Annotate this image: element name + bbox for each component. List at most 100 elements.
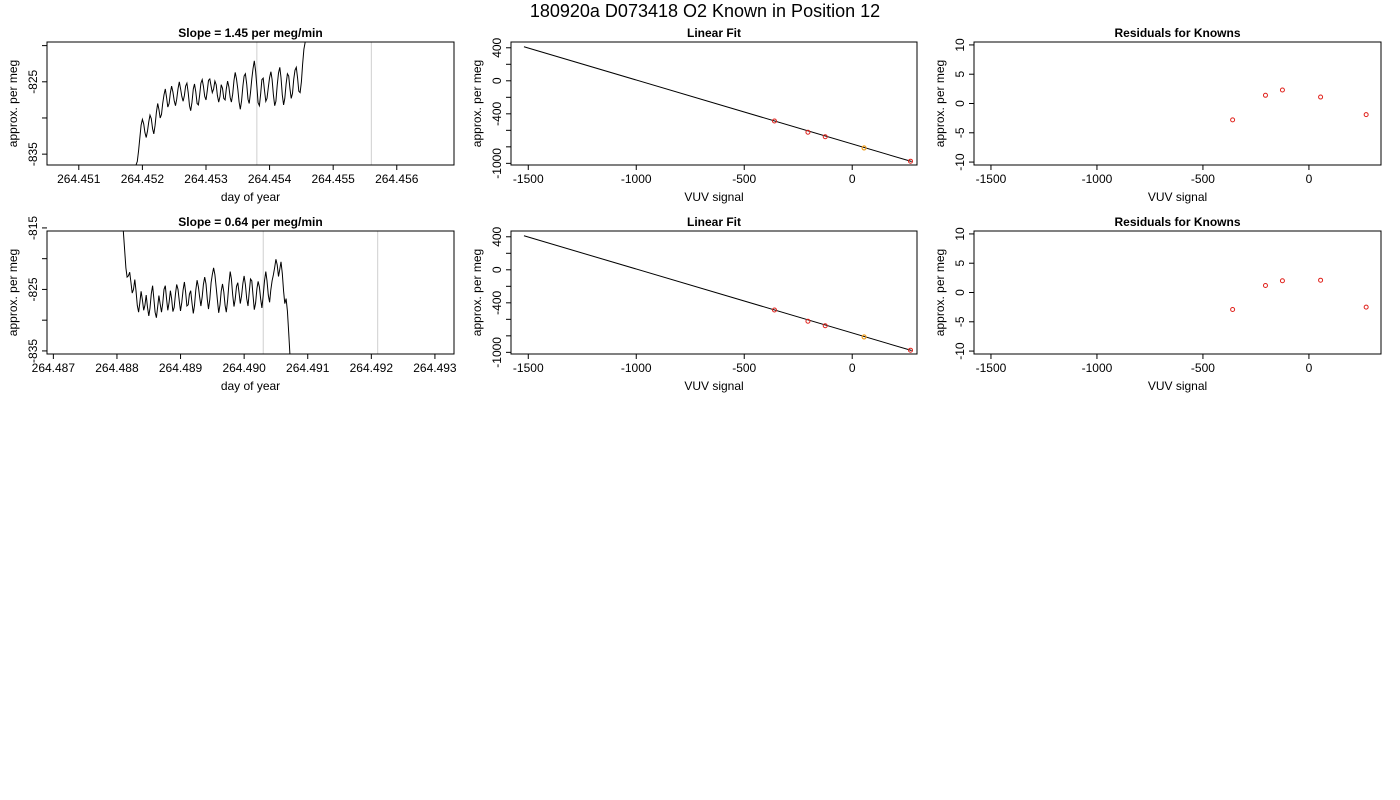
panel-res2: Residuals for Knowns -1500 -1000 -500 0 -10 -5… — [933, 215, 1382, 393]
data-point-red — [1262, 92, 1268, 98]
y-tick-label: -1000 — [490, 148, 504, 179]
data-point-red — [1363, 112, 1369, 118]
data-point-red — [908, 347, 914, 353]
y-tick-label: -10 — [953, 153, 967, 171]
x-tick-label: 264.455 — [311, 172, 355, 186]
data-point-red — [1318, 277, 1324, 283]
fit-line — [523, 235, 912, 352]
x-tick-label: 0 — [1306, 361, 1313, 375]
data-point-red — [822, 323, 828, 329]
x-tick-label: -1000 — [621, 361, 652, 375]
data-point-red — [805, 318, 811, 324]
x-tick-label: 0 — [849, 172, 856, 186]
plot-frame — [46, 41, 455, 166]
y-tick-label: -1000 — [490, 337, 504, 368]
panel-fit1: Linear Fit -1500 -1000 -500 0 -1000 -400 0 400 VU… — [470, 26, 918, 204]
y-tick-label: 0 — [953, 289, 967, 296]
x-axis-label: VUV signal — [1148, 190, 1207, 204]
panel-ts2: Slope = 0.64 per meg/min 264.487 264.488 26… — [6, 215, 457, 393]
x-tick-label: 264.492 — [350, 361, 394, 375]
y-axis-label: approx. per meg — [6, 249, 20, 336]
y-tick-label: -400 — [490, 101, 504, 125]
y-tick-label: -835 — [26, 142, 40, 166]
panel-ts1: Slope = 1.45 per meg/min 264.451 264.452 26… — [6, 26, 455, 204]
y-tick-label: -400 — [490, 290, 504, 314]
panel-res1: Residuals for Knowns -1500 -1000 -500 0 -10 -5… — [933, 26, 1382, 204]
panel-title: Residuals for Knowns — [1114, 26, 1240, 40]
data-point-red — [822, 134, 828, 140]
plot-frame — [510, 230, 918, 355]
y-tick-label: 10 — [953, 227, 967, 241]
y-tick-label: -825 — [26, 277, 40, 301]
data-point-red — [1262, 282, 1268, 288]
y-tick-label: -5 — [953, 316, 967, 327]
y-tick-label: 10 — [953, 38, 967, 52]
x-tick-label: -500 — [732, 172, 756, 186]
fit-line — [523, 46, 912, 163]
y-tick-label: 5 — [953, 260, 967, 267]
x-tick-label: -500 — [732, 361, 756, 375]
x-axis-label: day of year — [221, 190, 280, 204]
plot-frame — [973, 41, 1382, 166]
x-tick-label: 264.456 — [375, 172, 419, 186]
y-axis-label: approx. per meg — [933, 60, 947, 147]
plot-frame — [46, 230, 455, 355]
x-tick-label: -500 — [1191, 361, 1215, 375]
data-point-orange — [861, 334, 867, 340]
y-tick-label: -815 — [26, 216, 40, 240]
x-tick-label: 264.487 — [32, 361, 76, 375]
x-tick-label: 264.451 — [57, 172, 101, 186]
data-point-red — [805, 129, 811, 135]
y-tick-label: 400 — [490, 37, 504, 57]
x-tick-label: 264.452 — [121, 172, 165, 186]
y-axis-label: approx. per meg — [933, 249, 947, 336]
data-point-red — [1318, 94, 1324, 100]
y-tick-label: 0 — [953, 100, 967, 107]
y-tick-label: -825 — [26, 69, 40, 93]
data-point-red — [1230, 306, 1236, 312]
x-axis-label: day of year — [221, 379, 280, 393]
x-tick-label: 264.453 — [184, 172, 228, 186]
x-tick-label: -1500 — [976, 172, 1007, 186]
x-axis-label: VUV signal — [684, 379, 743, 393]
y-tick-label: 0 — [490, 77, 504, 84]
y-tick-label: 0 — [490, 266, 504, 273]
x-tick-label: 264.493 — [413, 361, 457, 375]
x-tick-label: -1500 — [513, 361, 544, 375]
x-tick-label: -1500 — [513, 172, 544, 186]
x-tick-label: -1000 — [621, 172, 652, 186]
series-line — [135, 42, 306, 165]
plot-frame — [510, 41, 918, 166]
x-tick-label: -1500 — [976, 361, 1007, 375]
data-point-red — [1363, 304, 1369, 310]
data-point-red — [1230, 117, 1236, 123]
data-point-red — [1279, 278, 1285, 284]
data-point-red — [1279, 87, 1285, 93]
panel-title: Residuals for Knowns — [1114, 215, 1240, 229]
x-tick-label: 0 — [849, 361, 856, 375]
y-tick-label: -835 — [26, 339, 40, 363]
x-tick-label: -1000 — [1082, 172, 1113, 186]
figure-title: 180920a D073418 O2 Known in Position 12 — [530, 1, 880, 21]
y-axis-label: approx. per meg — [470, 249, 484, 336]
y-tick-label: 5 — [953, 71, 967, 78]
x-axis-label: VUV signal — [1148, 379, 1207, 393]
x-tick-label: 264.491 — [286, 361, 330, 375]
data-point-red — [771, 307, 777, 313]
x-tick-label: -1000 — [1082, 361, 1113, 375]
series-line — [122, 231, 291, 354]
panel-title: Linear Fit — [687, 26, 741, 40]
x-tick-label: 264.488 — [95, 361, 139, 375]
y-tick-label: -5 — [953, 127, 967, 138]
x-tick-label: 0 — [1306, 172, 1313, 186]
panel-title: Linear Fit — [687, 215, 741, 229]
x-tick-label: -500 — [1191, 172, 1215, 186]
y-tick-label: -10 — [953, 342, 967, 360]
x-tick-label: 264.454 — [248, 172, 292, 186]
x-tick-label: 264.490 — [222, 361, 266, 375]
plot-frame — [973, 230, 1382, 355]
panel-title: Slope = 1.45 per meg/min — [178, 26, 322, 40]
x-axis-label: VUV signal — [684, 190, 743, 204]
data-point-red — [908, 158, 914, 164]
